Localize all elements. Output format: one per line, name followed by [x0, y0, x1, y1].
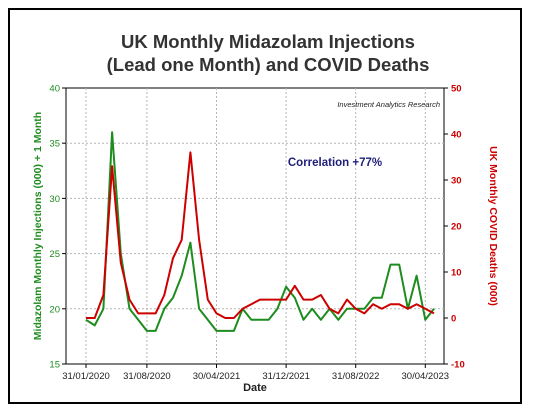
left-tick-label: 35 [49, 139, 60, 150]
source-note: Investment Analytics Research [337, 100, 440, 109]
right-tick-label: 20 [451, 222, 462, 233]
chart-title-line-2: (Lead one Month) and COVID Deaths [107, 54, 430, 75]
left-tick-label: 30 [49, 194, 60, 205]
right-tick-label: 40 [451, 130, 462, 141]
left-tick-label: 40 [49, 84, 60, 95]
right-tick-label: 30 [451, 176, 462, 187]
grid-lines [66, 88, 444, 364]
x-tick-label: 31/12/2021 [262, 371, 310, 382]
x-tick-label: 30/04/2023 [402, 371, 450, 382]
left-tick-label: 15 [49, 360, 60, 371]
x-tick-label: 31/08/2020 [123, 371, 171, 382]
left-axis-ticks: 15 20 25 30 35 40 [49, 84, 66, 371]
right-tick-label: 0 [451, 314, 456, 325]
left-axis-label: Midazolam Monthly Injections (000) + 1 M… [32, 112, 44, 340]
chart-title-line-1: UK Monthly Midazolam Injections [121, 31, 415, 52]
midazolam-series-line [85, 131, 435, 332]
left-tick-label: 25 [49, 249, 60, 260]
right-tick-label: 50 [451, 84, 462, 95]
plot-area [65, 87, 445, 365]
left-tick-label: 20 [49, 304, 60, 315]
covid-deaths-series-line [86, 151, 435, 319]
correlation-annotation: Correlation +77% [288, 157, 382, 169]
right-tick-label: -10 [451, 360, 465, 371]
right-axis-label: UK Monthly COVID Deaths (000) [487, 146, 499, 306]
right-axis-ticks: -10 0 10 20 30 40 50 [444, 84, 465, 371]
x-tick-label: 31/01/2020 [62, 371, 110, 382]
x-tick-label: 31/08/2022 [332, 371, 380, 382]
x-axis-ticks: 31/01/2020 31/08/2020 30/04/2021 31/12/2021… [62, 364, 449, 382]
x-axis-label: Date [243, 382, 267, 394]
x-tick-label: 30/04/2021 [193, 371, 241, 382]
series-lines [85, 131, 435, 332]
right-tick-label: 10 [451, 268, 462, 279]
